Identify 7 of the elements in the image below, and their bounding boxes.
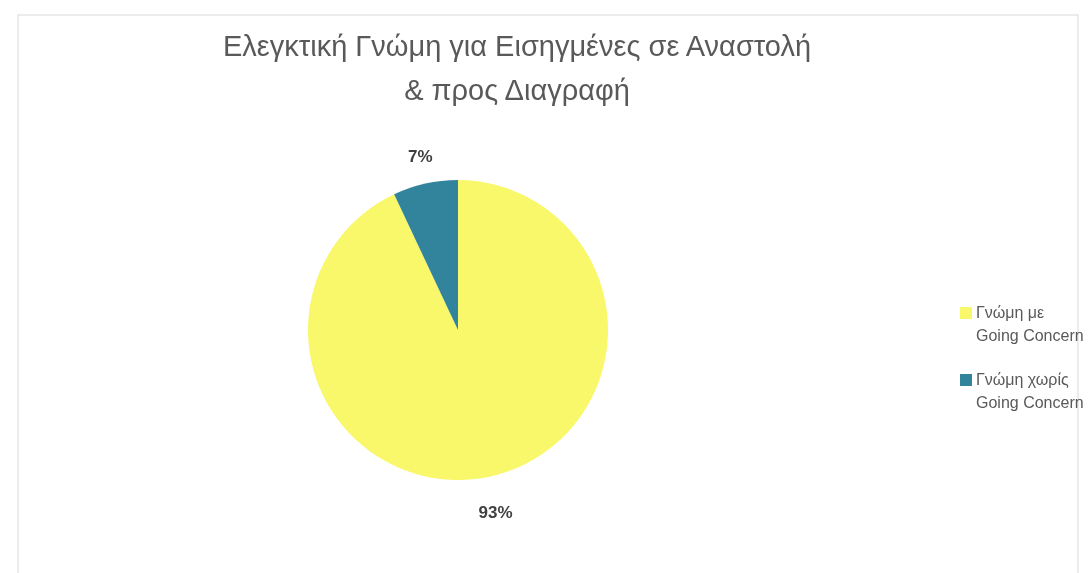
chart-title: Ελεγκτική Γνώμη για Εισηγμένες σε Αναστολή & προς Διαγραφή	[222, 30, 812, 106]
data-label: 93%	[478, 503, 513, 523]
legend-label: Γνώμη χωρίς Going Concern	[976, 371, 1084, 411]
pie-slice	[308, 180, 608, 480]
data-label: 7%	[408, 146, 433, 166]
pie-slice	[394, 180, 458, 330]
legend-label: Γνώμη με Going Concern	[976, 304, 1084, 344]
